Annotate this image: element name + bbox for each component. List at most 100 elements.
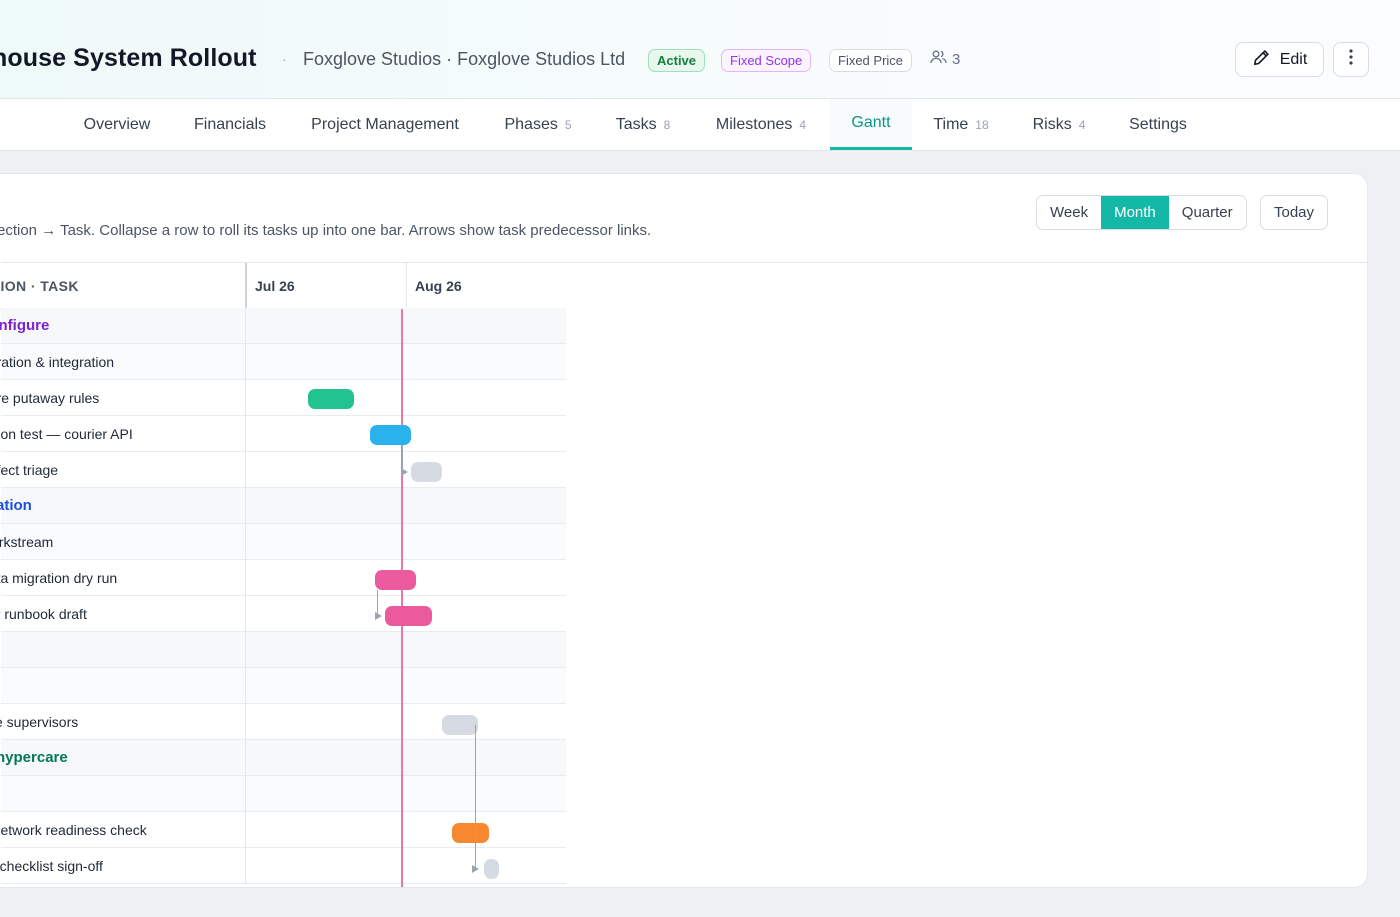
edit-button-label: Edit (1279, 50, 1308, 68)
tab-gantt[interactable]: Gantt (830, 99, 912, 150)
row-label: configure (0, 317, 50, 334)
phase-row[interactable]: gration (0, 488, 566, 524)
tab-count: 4 (1078, 117, 1086, 132)
gantt-bar[interactable] (411, 462, 442, 482)
task-row[interactable]: data migration dry run (0, 560, 566, 596)
more-options-button[interactable] (1333, 42, 1369, 77)
row-label: data migration dry run (0, 569, 118, 586)
row-label: site supervisors (0, 713, 79, 730)
members-count-value: 3 (952, 50, 961, 68)
dependency-arrow-icon (472, 865, 479, 873)
dependency-arrow-icon (401, 468, 408, 476)
row-timeline (245, 344, 566, 379)
section-row[interactable]: guration & integration (0, 344, 566, 380)
status-badge: Active (648, 49, 706, 72)
gantt-bar[interactable] (375, 570, 416, 590)
row-timeline (245, 740, 566, 775)
view-month-button[interactable]: Month (1101, 196, 1169, 229)
pencil-icon (1252, 48, 1271, 72)
dependency-line (377, 590, 378, 616)
gantt-bar[interactable] (442, 715, 478, 735)
gantt-bar[interactable] (370, 425, 411, 445)
row-timeline (245, 524, 566, 559)
gantt-card: ection → Task. Collapse a row to roll it… (0, 173, 1368, 888)
title-separator: · (282, 51, 287, 67)
page-title: house System Rollout (0, 44, 257, 72)
task-row[interactable]: defect triage (0, 452, 566, 488)
tab-project-management[interactable]: Project Management (311, 115, 459, 133)
gantt-description: ection → Task. Collapse a row to roll it… (0, 222, 652, 239)
row-timeline (245, 380, 566, 415)
section-row[interactable]: workstream (0, 524, 566, 560)
tab-count: 5 (564, 117, 572, 132)
task-row[interactable]: 3 network readiness check (0, 812, 566, 848)
row-label: 3 network readiness check (0, 821, 147, 838)
tab-overview[interactable]: Overview (83, 115, 151, 133)
view-quarter-button[interactable]: Quarter (1181, 204, 1233, 221)
task-row[interactable]: gure putaway rules (0, 380, 566, 416)
row-timeline (245, 776, 566, 811)
row-label: gration (0, 497, 32, 514)
row-label: ve (0, 776, 245, 811)
row-timeline (245, 704, 566, 739)
row-timeline (245, 812, 566, 847)
edit-button[interactable]: Edit (1235, 42, 1324, 77)
dependency-arrow-icon (375, 612, 382, 620)
phase-row[interactable]: configure (0, 308, 566, 344)
scope-badge: Fixed Scope (721, 49, 812, 72)
gantt-bar[interactable] (484, 859, 499, 879)
tab-phases[interactable]: Phases 5 (504, 115, 572, 133)
view-week-button[interactable]: Week (1050, 204, 1089, 221)
task-row[interactable]: site supervisors (0, 704, 566, 740)
vertical-dots-icon (1349, 49, 1353, 70)
view-toggle: Week Month Quarter (1036, 195, 1247, 230)
tab-count: 8 (663, 117, 671, 132)
gantt-bar[interactable] (308, 389, 354, 409)
task-column-header: CTION · TASK (0, 263, 245, 309)
today-marker (401, 309, 403, 887)
row-label: guration & integration (0, 353, 115, 370)
users-icon (930, 50, 947, 68)
project-tabs: Overview Financials Project Management P… (0, 99, 1400, 151)
month-header-jul: Jul 26 (245, 263, 406, 309)
tab-settings[interactable]: Settings (1129, 115, 1187, 133)
row-label: g (0, 632, 245, 667)
row-timeline (245, 488, 566, 523)
row-label: & hypercare (0, 749, 68, 766)
dependency-line (402, 445, 403, 472)
phase-row[interactable]: & hypercare (0, 740, 566, 776)
row-label: ration test — courier API (0, 425, 133, 442)
row-label: ve checklist sign-off (0, 857, 103, 874)
row-timeline (245, 560, 566, 595)
row-label: workstream (0, 533, 54, 550)
tab-financials[interactable]: Financials (193, 115, 267, 133)
task-row[interactable]: ve checklist sign-off (0, 848, 566, 884)
row-label: gure putaway rules (0, 389, 100, 406)
task-row[interactable]: ration test — courier API (0, 416, 566, 452)
row-label: ver runbook draft (0, 605, 87, 622)
tab-tasks[interactable]: Tasks 8 (615, 115, 671, 133)
section-row[interactable]: ng (1, 668, 566, 704)
gantt-bar[interactable] (452, 823, 489, 843)
row-timeline (245, 596, 566, 631)
members-count[interactable]: 3 (930, 50, 960, 68)
dependency-line (475, 725, 476, 870)
row-timeline (245, 632, 566, 667)
row-timeline (245, 668, 566, 703)
tab-risks[interactable]: Risks 4 (1032, 115, 1086, 133)
gantt-bar[interactable] (385, 606, 432, 626)
project-header: house System Rollout · Foxglove Studios … (0, 0, 1400, 99)
client-name: Foxglove Studios · Foxglove Studios Ltd (303, 49, 626, 69)
task-row[interactable]: ver runbook draft (0, 596, 566, 632)
phase-row[interactable]: g (1, 632, 566, 668)
tab-time[interactable]: Time 18 (933, 115, 989, 133)
row-timeline (245, 416, 566, 451)
tab-milestones[interactable]: Milestones 4 (715, 115, 807, 133)
month-header-aug: Aug 26 (406, 263, 566, 309)
tab-count: 18 (975, 117, 989, 132)
today-button[interactable]: Today (1260, 195, 1328, 230)
grid-divider (1, 262, 1367, 263)
row-timeline (245, 452, 566, 487)
row-label: ng (0, 668, 245, 703)
section-row[interactable]: ve (1, 776, 566, 812)
